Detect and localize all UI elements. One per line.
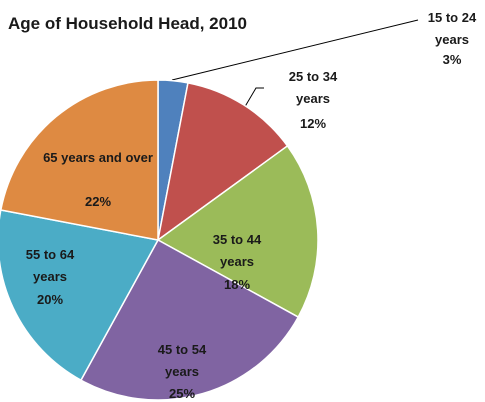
slice-label: 15 to 24 years <box>427 10 477 47</box>
pie-slice <box>156 81 289 242</box>
value-label: 18% <box>223 277 251 292</box>
chart-title: Age of Household Head, 2010 <box>8 14 247 33</box>
value-label: 3% <box>442 52 462 67</box>
value-label: 25% <box>168 386 196 401</box>
slice-label: 55 to 64 years <box>25 247 75 284</box>
value-label: 12% <box>299 116 327 131</box>
leader-line <box>171 19 419 81</box>
leader-line <box>242 87 264 111</box>
pie-slice <box>0 79 159 241</box>
slice-label: 65 years and over <box>43 150 153 165</box>
pie-slice <box>79 238 300 401</box>
slice-label: 35 to 44 years <box>212 232 262 269</box>
pie-slice <box>156 144 319 319</box>
pie-slice <box>0 209 160 382</box>
value-label: 20% <box>36 292 64 307</box>
slice-label: 25 to 34 years <box>288 69 338 106</box>
slice-label: 45 to 54 years <box>157 342 207 379</box>
value-label: 22% <box>84 194 112 209</box>
